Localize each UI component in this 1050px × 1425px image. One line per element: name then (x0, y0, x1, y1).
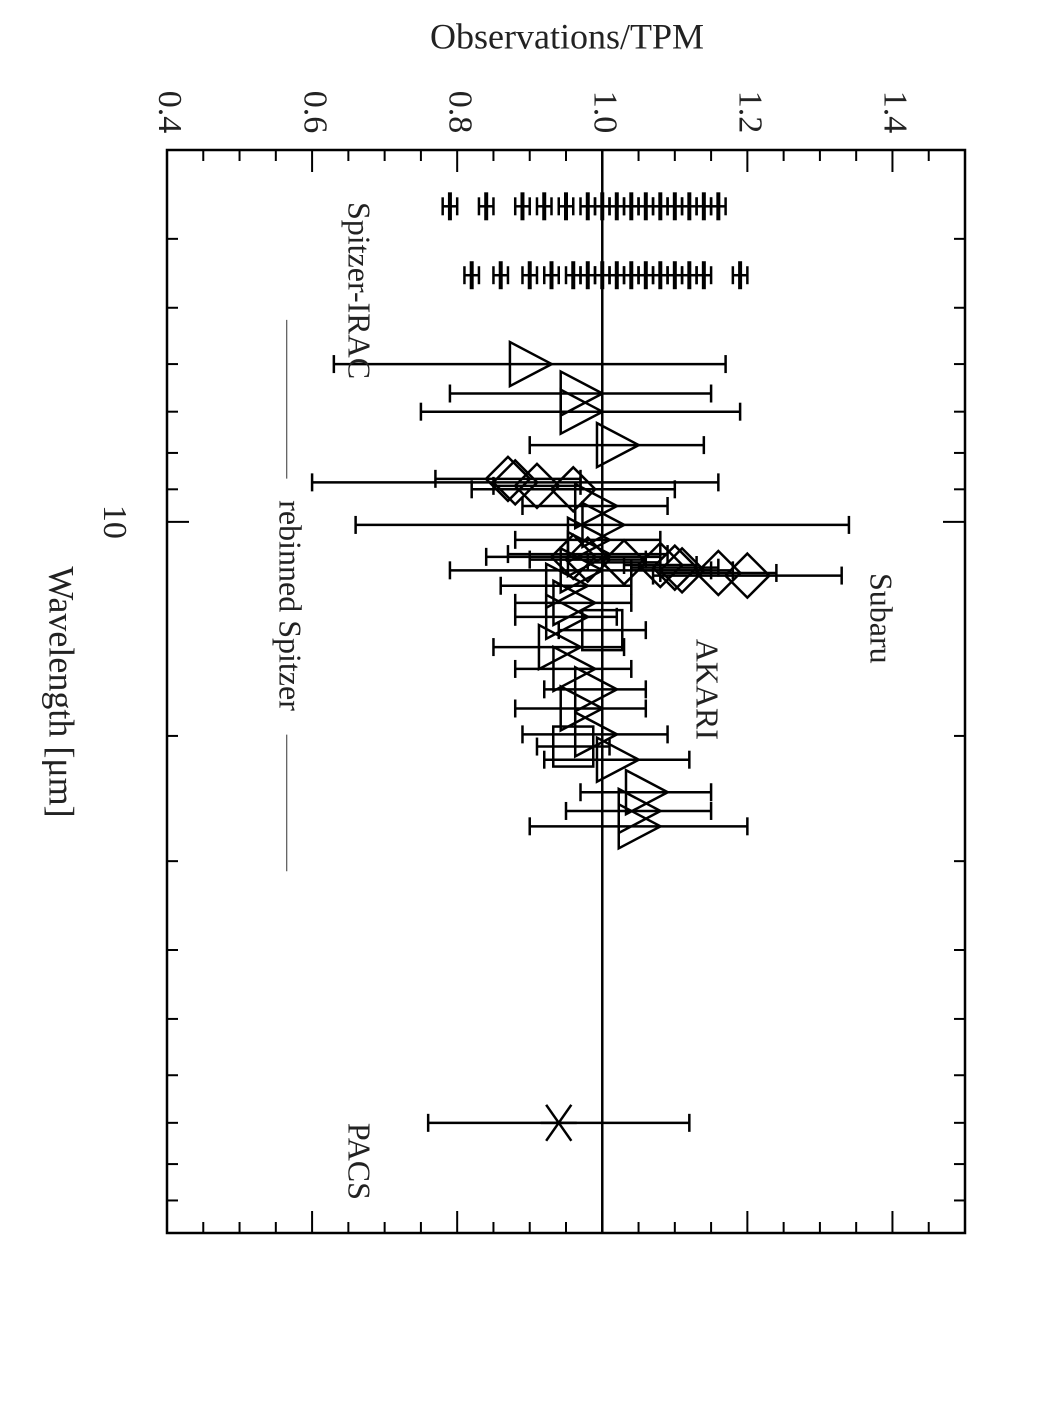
data-point-diamond (651, 551, 843, 600)
triangle-marker (508, 340, 555, 389)
annotation-label: AKARI (689, 639, 725, 740)
ratio-tick-label: 1.2 (732, 91, 769, 134)
data-point-triangle (521, 710, 669, 759)
diamond-marker (513, 462, 561, 510)
square-marker (552, 725, 595, 768)
triangle-marker (552, 578, 598, 627)
data-point-triangle (332, 340, 727, 389)
diamond-marker (658, 546, 706, 595)
diamond-marker (651, 543, 699, 592)
square-marker (581, 608, 624, 652)
data-point-dash (564, 261, 582, 290)
data-point-triangle (448, 369, 713, 418)
axis-ticks (166, 149, 965, 1234)
data-point-dash (513, 192, 531, 221)
triangle-marker (617, 802, 664, 851)
data-point-dash (535, 192, 553, 221)
diamond-marker (484, 455, 532, 503)
data-point-triangle (513, 684, 648, 733)
diamond-marker (549, 465, 598, 514)
data-point-dash (637, 192, 655, 221)
annotation-label: Spitzer-IRAC (341, 202, 377, 379)
data-point-triangle (579, 768, 713, 817)
data-point-triangle (521, 481, 669, 531)
data-point-dash (666, 192, 684, 221)
data-point-dash (622, 192, 640, 221)
data-points (286, 192, 851, 1142)
wavelength-tick-label: 10 (96, 505, 133, 539)
x-axis-title: Wavelength [μm] (42, 566, 82, 817)
data-point-dash (731, 261, 749, 290)
data-point-triangle (513, 592, 619, 641)
annotation-label: PACS (341, 1123, 377, 1200)
data-point-dash (477, 192, 495, 221)
data-point-triangle (528, 802, 749, 851)
triangle-marker (559, 684, 606, 733)
diamond-marker (600, 538, 648, 587)
data-point-dash (521, 261, 539, 290)
data-point-triangle (542, 665, 648, 714)
ratio-tick-label: 0.4 (151, 91, 188, 134)
asterisk-stroke (545, 1104, 573, 1142)
ratio-tick-label: 1.0 (586, 91, 623, 134)
y-axis-title: Observations/TPM (430, 16, 704, 56)
data-point-square (535, 725, 611, 768)
diamond-marker (636, 541, 685, 589)
diamond-marker (491, 458, 539, 507)
ratio-tick-label: 0.6 (296, 91, 333, 134)
triangle-marker (573, 665, 620, 714)
data-point-triangle (542, 735, 691, 784)
data-point-dash (441, 192, 459, 221)
diamond-marker (549, 533, 598, 581)
data-point-diamond (470, 465, 677, 514)
data-point-dash (666, 261, 684, 290)
triangle-marker (595, 735, 642, 784)
data-point-dash (463, 261, 481, 290)
data-point-dash (695, 261, 713, 290)
data-point-dash (695, 192, 713, 221)
rebinned-legend-label: rebinned Spitzer (272, 500, 308, 711)
data-point-asterisk (426, 1104, 691, 1142)
data-point-dash (492, 261, 510, 290)
data-point-triangle (499, 561, 633, 610)
data-point-dash (709, 192, 727, 221)
annotation-label: Subaru (864, 573, 900, 664)
data-point-triangle (513, 644, 633, 694)
data-point-dash (680, 261, 698, 290)
data-point-dash (608, 261, 626, 290)
data-point-dash (608, 192, 626, 221)
data-point-dash (637, 261, 655, 290)
data-point-dash (542, 261, 560, 290)
data-point-dash (593, 261, 611, 290)
data-point-dash (651, 261, 669, 290)
diamond-marker (723, 551, 772, 600)
data-point-square (557, 608, 648, 652)
data-point-triangle (528, 421, 706, 470)
triangle-marker (544, 561, 591, 610)
triangle-marker (573, 481, 620, 531)
data-point-dash (593, 192, 611, 221)
data-point-diamond (659, 549, 778, 597)
data-point-triangle (513, 578, 633, 627)
ratio-tick-label: 1.4 (877, 91, 914, 134)
chart-text: 0.4 0.6 0.8 1.0 1.2 1.4 10 Observations/TPM Wave… (42, 16, 914, 1200)
diamond-marker (694, 549, 743, 597)
diamond-marker (563, 535, 612, 584)
triangle-marker (595, 421, 642, 470)
ratio-tick-label: 0.8 (441, 91, 478, 134)
data-point-dash (557, 192, 575, 221)
data-point-dash (651, 192, 669, 221)
data-point-diamond (492, 462, 582, 510)
data-point-dash (622, 261, 640, 290)
data-point-dash (579, 192, 597, 221)
triangle-marker (544, 592, 591, 641)
data-point-triangle (419, 387, 742, 436)
data-point-diamond (310, 458, 720, 507)
triangle-marker (559, 387, 606, 436)
data-point-dash (680, 192, 698, 221)
data-point-diamond (434, 455, 582, 503)
data-point-dash (579, 261, 597, 290)
